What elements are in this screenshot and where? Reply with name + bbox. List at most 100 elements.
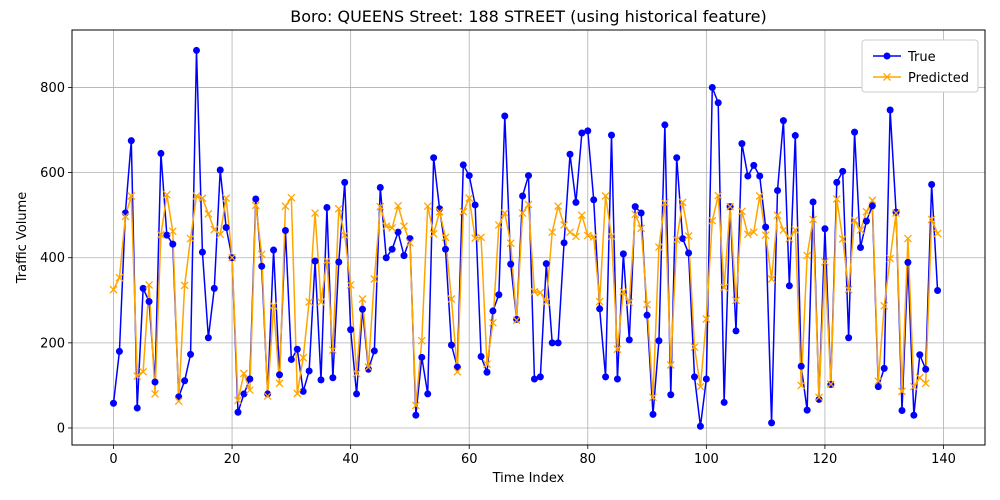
data-point-predicted [536,288,545,297]
x-axis-label: Time Index [492,471,565,486]
data-point-predicted [637,224,646,233]
data-point-true [886,106,894,114]
data-point-true [857,244,864,252]
data-point-predicted [684,232,693,240]
data-point-predicted [649,393,657,402]
data-point-predicted [595,297,604,306]
data-point-predicted [364,363,373,372]
x-tick-label: 40 [342,452,359,467]
data-point-predicted [257,250,266,259]
data-point-predicted [880,301,889,310]
data-point-true [459,161,467,169]
data-point-true [596,305,604,313]
data-point-predicted [115,273,124,282]
data-point-predicted [222,194,231,203]
data-point-true [424,390,432,398]
plot-background [72,30,985,445]
data-point-predicted [204,209,213,218]
data-point-predicted [856,226,865,235]
data-point-true [619,250,627,258]
data-point-true [904,258,912,266]
data-point-predicted [690,343,699,352]
data-point-true [246,375,254,383]
data-point-predicted [761,231,770,240]
data-point-true [797,362,805,370]
data-point-true [839,167,847,175]
data-point-predicted [654,243,663,252]
data-point-predicted [809,215,818,224]
data-point-true [412,411,420,419]
data-point-predicted [311,209,320,217]
legend-predicted-marker [883,73,891,81]
data-point-predicted [838,235,847,243]
data-point-true [258,262,266,270]
data-point-predicted [767,275,776,283]
data-point-true [442,245,449,253]
y-tick-label: 400 [40,251,65,266]
data-point-true [382,254,390,262]
data-point-true [584,127,592,135]
data-point-true [181,377,189,385]
data-point-predicted [429,229,438,238]
data-point-true [501,112,509,120]
data-point-true [696,422,704,430]
data-point-predicted [180,281,189,290]
data-point-predicted [714,191,723,200]
data-point-predicted [405,238,414,247]
data-point-true [240,390,248,398]
data-point-predicted [862,207,871,216]
data-point-true [353,390,361,398]
data-point-predicted [453,367,462,376]
x-tick-label: 20 [224,452,241,467]
data-point-predicted [281,202,290,211]
data-point-predicted [228,253,237,262]
data-point-true [845,334,853,342]
y-tick-label: 800 [40,81,65,96]
data-point-predicted [927,215,936,224]
data-point-true [281,226,289,234]
data-point-true [685,249,693,257]
data-point-true [928,181,936,189]
data-point-true [329,374,337,382]
data-point-predicted [826,380,835,389]
data-point-true [608,131,615,139]
data-point-predicted [198,194,207,203]
data-point-true [270,246,278,254]
data-point-true [590,196,598,204]
data-point-predicted [619,287,628,296]
data-point-predicted [903,234,912,243]
data-point-predicted [162,190,171,199]
data-point-predicted [382,222,391,231]
data-point-true [388,245,396,253]
data-point-true [862,217,870,225]
data-point-true [880,364,888,372]
data-point-true [809,198,817,206]
data-point-true [631,203,639,211]
data-point-predicted [773,211,782,220]
series-lines [112,49,939,428]
data-point-true [934,286,942,294]
data-point-predicted [542,298,551,306]
data-point-predicted [251,201,260,210]
data-point-true [447,341,455,349]
data-point-predicted [174,397,183,406]
data-point-true [821,225,829,233]
data-point-predicted [815,393,823,402]
data-point-true [922,365,930,373]
data-point-true [732,327,740,335]
y-axis-ticks: 0 200 400 600 800 [40,81,72,436]
data-point-predicted [210,225,219,234]
data-point-true [121,209,129,217]
data-point-true [483,368,491,376]
data-point-predicted [299,353,308,362]
data-point-predicted [423,202,432,211]
data-point-true [364,365,372,373]
x-tick-label: 100 [694,452,719,467]
data-point-true [649,410,657,418]
data-point-predicted [127,192,136,200]
x-axis-ticks: 0 20 40 60 80 100 120 140 [109,445,956,467]
data-point-true [293,345,301,353]
data-point-predicted [234,396,242,405]
data-point-predicted [346,280,355,289]
data-point-true [833,178,841,186]
